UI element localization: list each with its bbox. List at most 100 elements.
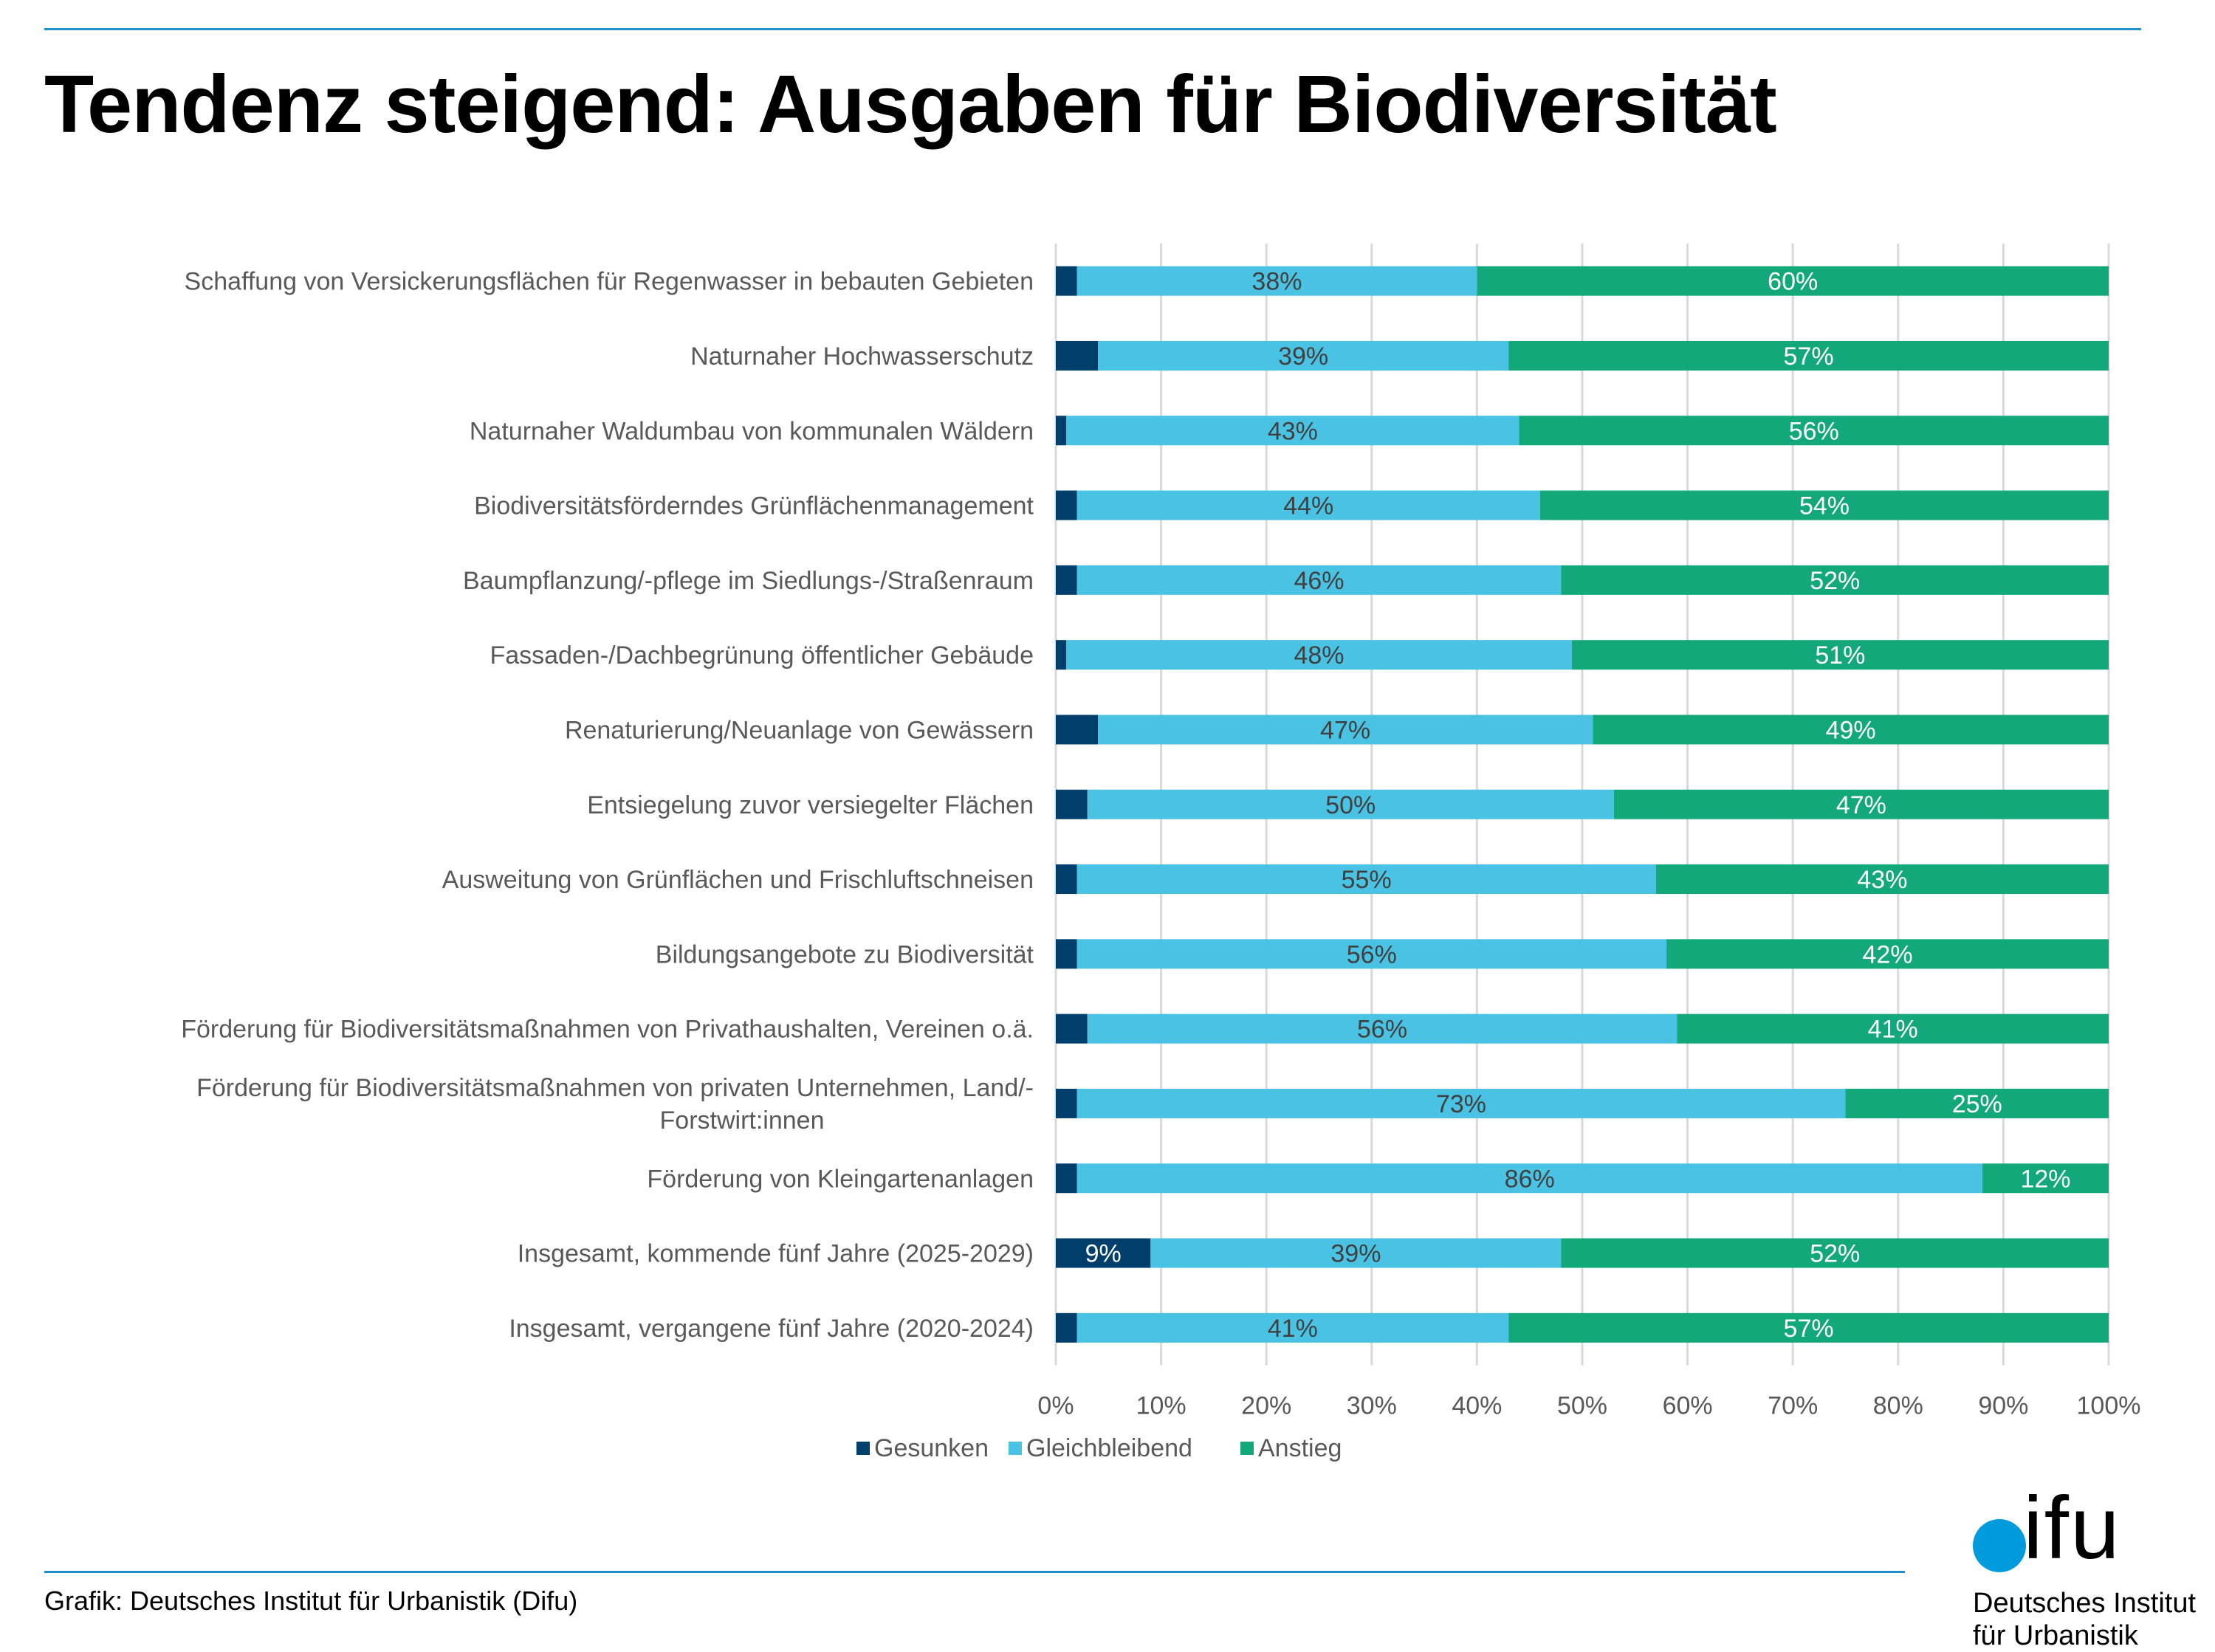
bar-gesunken	[1056, 565, 1077, 595]
bar-gesunken	[1056, 789, 1088, 819]
legend-label: Gleichbleibend	[1026, 1434, 1192, 1462]
bar-anstieg	[1508, 1312, 2109, 1343]
data-label: 42%	[1863, 940, 1913, 968]
difu-logo: ifu Deutsches Institut für Urbanistik	[1973, 1484, 2209, 1651]
bar-gleichbleibend	[1076, 1312, 1509, 1343]
data-label: 41%	[1268, 1315, 1318, 1343]
data-label: 60%	[1768, 268, 1818, 296]
bar-gleichbleibend	[1098, 715, 1593, 745]
bar-gleichbleibend	[1076, 1163, 1982, 1194]
category-label: Insgesamt, kommende fünf Jahre (2025-202…	[518, 1240, 1034, 1268]
bar-gesunken	[1056, 939, 1077, 969]
category-label-line: Forstwirt:innen	[660, 1107, 825, 1135]
category-label: Naturnaher Waldumbau von kommunalen Wäld…	[470, 417, 1034, 445]
data-label: 56%	[1789, 417, 1839, 445]
data-label: 39%	[1330, 1240, 1381, 1268]
bar-gleichbleibend	[1076, 864, 1656, 895]
data-label: 48%	[1294, 641, 1344, 670]
data-label: 41%	[1868, 1016, 1918, 1044]
category-label: Förderung für Biodiversitätsmaßnahmen vo…	[181, 1016, 1034, 1044]
data-label: 86%	[1505, 1165, 1555, 1193]
bar-anstieg	[1655, 864, 2109, 895]
data-label: 43%	[1857, 866, 1907, 894]
bar-anstieg	[1677, 1013, 2109, 1044]
bar-gleichbleibend	[1076, 1088, 1846, 1118]
data-label: 47%	[1836, 791, 1886, 819]
bar-anstieg	[1613, 789, 2109, 819]
x-tick-label: 100%	[2077, 1392, 2141, 1420]
category-label: Bildungsangebote zu Biodiversität	[656, 940, 1034, 968]
x-tick-label: 70%	[1768, 1392, 1818, 1420]
logo-subtitle: Deutsches Institut für Urbanistik	[1973, 1587, 2196, 1652]
bar-anstieg	[1593, 715, 2109, 745]
legend-swatch	[1240, 1442, 1254, 1455]
data-label: 55%	[1342, 866, 1392, 894]
bar-gesunken	[1056, 1312, 1077, 1343]
bar-gesunken	[1056, 416, 1067, 446]
category-label-line: Bildungsangebote zu Biodiversität	[656, 940, 1034, 968]
data-label: 12%	[2020, 1165, 2070, 1193]
legend-label: Anstieg	[1258, 1434, 1342, 1462]
bar-anstieg	[1561, 1238, 2109, 1268]
data-label: 52%	[1810, 567, 1860, 595]
stacked-bar-chart: 0% 10% 20% 30% 40% 50% 60% 70% 80% 90% 100% Schaffu…	[181, 244, 2141, 1462]
data-label: 56%	[1357, 1016, 1407, 1044]
category-label-line: Ausweitung von Grünflächen und Frischluf…	[442, 866, 1034, 894]
bar-anstieg	[1571, 640, 2109, 670]
bar-gesunken	[1056, 1238, 1151, 1268]
logo-dot-icon	[1973, 1519, 2026, 1572]
x-tick-label: 0%	[1037, 1392, 1074, 1420]
category-label: Entsiegelung zuvor versiegelter Flächen	[587, 791, 1034, 819]
category-label: Förderung für Biodiversitätsmaßnahmen vo…	[196, 1074, 1034, 1135]
data-label: 52%	[1810, 1240, 1860, 1268]
category-label-line: Biodiversitätsförderndes Grünflächenmana…	[474, 492, 1034, 520]
data-label: 73%	[1436, 1090, 1486, 1118]
logo-line-2: für Urbanistik	[1973, 1620, 2138, 1651]
x-tick-label: 60%	[1663, 1392, 1713, 1420]
category-label-line: Schaffung von Versickerungsflächen für R…	[185, 268, 1034, 296]
bar-gleichbleibend	[1150, 1238, 1562, 1268]
data-label: 39%	[1278, 343, 1328, 371]
top-rule	[44, 28, 2141, 30]
footer-credit: Grafik: Deutsches Institut für Urbanisti…	[44, 1586, 578, 1616]
category-label-line: Naturnaher Hochwasserschutz	[690, 343, 1034, 371]
bar-gesunken	[1056, 715, 1099, 745]
bar-gleichbleibend	[1076, 266, 1477, 296]
bar-anstieg	[1561, 565, 2109, 595]
category-label: Förderung von Kleingartenanlagen	[647, 1165, 1034, 1193]
legend-swatch	[856, 1442, 870, 1455]
category-label: Renaturierung/Neuanlage von Gewässern	[565, 716, 1034, 744]
bar-anstieg	[1519, 416, 2109, 446]
x-tick-label: 90%	[1978, 1392, 2028, 1420]
data-label: 51%	[1815, 641, 1865, 670]
data-label: 50%	[1325, 791, 1376, 819]
bar-gleichbleibend	[1076, 939, 1667, 969]
data-label: 46%	[1294, 567, 1344, 595]
bar-gleichbleibend	[1066, 640, 1572, 670]
data-label: 57%	[1784, 1315, 1834, 1343]
category-label: Fassaden-/Dachbegrünung öffentlicher Geb…	[490, 641, 1034, 670]
category-label: Schaffung von Versickerungsflächen für R…	[185, 268, 1034, 296]
category-label: Naturnaher Hochwasserschutz	[690, 343, 1034, 371]
bar-anstieg	[1539, 490, 2109, 520]
x-tick-label: 40%	[1452, 1392, 1502, 1420]
category-label-line: Insgesamt, kommende fünf Jahre (2025-202…	[518, 1240, 1034, 1268]
category-label: Biodiversitätsförderndes Grünflächenmana…	[474, 492, 1034, 520]
bar-gesunken	[1056, 1163, 1077, 1194]
bar-gleichbleibend	[1066, 416, 1519, 446]
data-label: 9%	[1085, 1240, 1122, 1268]
bar-anstieg	[1982, 1163, 2109, 1194]
bar-gesunken	[1056, 1088, 1077, 1118]
category-label-line: Naturnaher Waldumbau von kommunalen Wäld…	[470, 417, 1034, 445]
bar-anstieg	[1845, 1088, 2109, 1118]
category-label-line: Baumpflanzung/-pflege im Siedlungs-/Stra…	[463, 567, 1034, 595]
category-label-line: Insgesamt, vergangene fünf Jahre (2020-2…	[509, 1315, 1034, 1343]
data-label: 49%	[1826, 716, 1876, 744]
bar-gesunken	[1056, 1013, 1088, 1044]
bar-gleichbleibend	[1098, 340, 1509, 371]
bar-anstieg	[1666, 939, 2109, 969]
footer-rule	[44, 1571, 1905, 1573]
x-tick-label: 50%	[1557, 1392, 1607, 1420]
bar-anstieg	[1477, 266, 2109, 296]
category-label: Baumpflanzung/-pflege im Siedlungs-/Stra…	[463, 567, 1034, 595]
